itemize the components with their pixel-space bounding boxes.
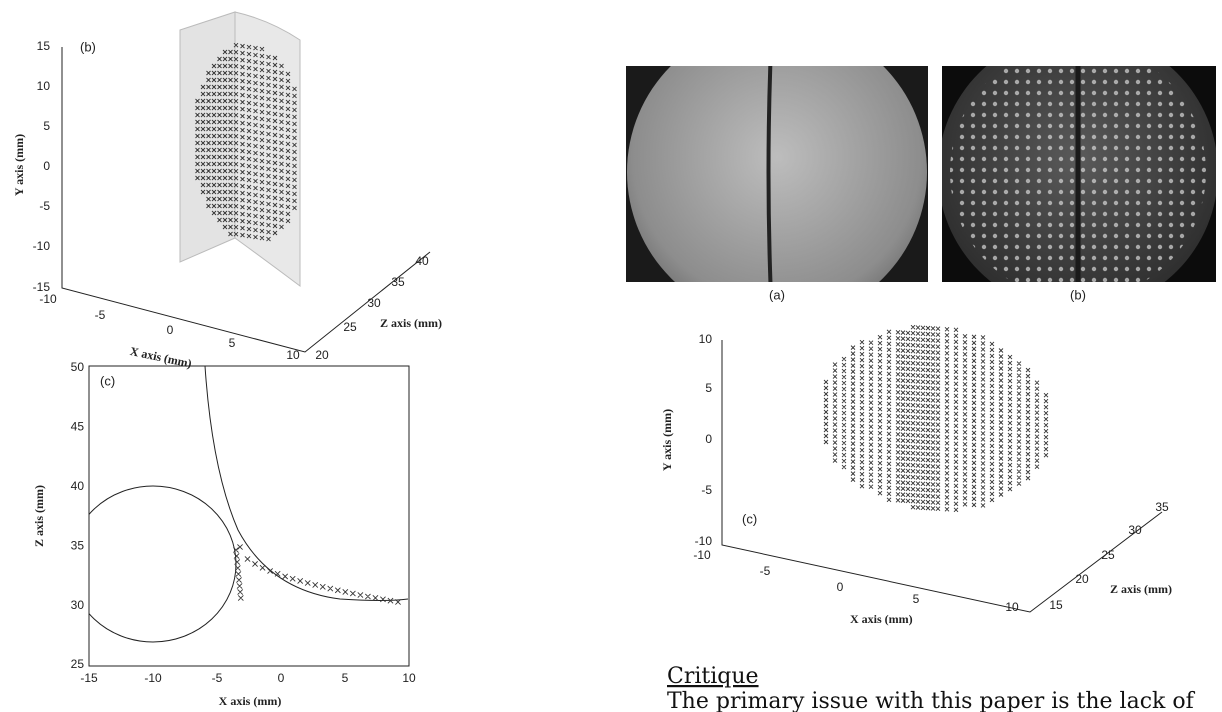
- photos: (a) (b): [626, 66, 1216, 302]
- tick-label: 5: [705, 381, 712, 395]
- paragraph: The primary issue with this paper is the…: [667, 689, 1196, 712]
- tick-label: 25: [343, 320, 357, 334]
- tick-label: 10: [1005, 600, 1019, 614]
- tick-label: 5: [342, 671, 349, 685]
- tick-label: -15: [80, 671, 98, 685]
- axis-label: Z axis (mm): [380, 316, 442, 330]
- tick-label: 15: [1049, 598, 1063, 612]
- points: [195, 42, 297, 242]
- photo-label: (a): [769, 287, 785, 302]
- frame: [88, 365, 410, 667]
- tick-label: 25: [71, 657, 85, 671]
- tick-label: -10: [39, 292, 57, 306]
- tick-label: 20: [315, 348, 329, 362]
- tick-label: 20: [1075, 572, 1089, 586]
- tick-label: 10: [402, 671, 416, 685]
- panel-label: (b): [80, 39, 96, 54]
- tick-label: -10: [33, 239, 51, 253]
- tick-label: 5: [229, 336, 236, 350]
- axis-label: X axis (mm): [850, 612, 913, 626]
- photo-label: (b): [1070, 287, 1086, 302]
- tick-label: 35: [391, 275, 405, 289]
- axis-label: Z axis (mm): [1110, 582, 1172, 596]
- tick-label: 0: [43, 159, 50, 173]
- tick-label: -10: [144, 671, 162, 685]
- points: [823, 324, 1049, 513]
- axes: [721, 340, 1163, 613]
- tick-label: -10: [695, 534, 713, 548]
- tick-label: 30: [1128, 523, 1142, 537]
- tick-label: 30: [367, 296, 381, 310]
- tick-label: 35: [71, 538, 85, 552]
- axis-label: Y axis (mm): [660, 409, 674, 471]
- axis-label: X axis (mm): [129, 344, 193, 371]
- panel-label: (c): [100, 373, 115, 388]
- axis-label: Y axis (mm): [12, 134, 26, 196]
- tick-label: 15: [37, 39, 51, 53]
- axes: [61, 47, 431, 353]
- figure-left-c: (c) Z axis (mm) X axis (mm): [32, 365, 410, 708]
- tick-label: 35: [1155, 500, 1169, 514]
- figure-left-b: (b) Y axis (mm) X axis (mm) Z axis (mm): [12, 11, 442, 371]
- tick-label: -5: [39, 199, 50, 213]
- tick-label: 10: [37, 79, 51, 93]
- curve: [204, 366, 409, 601]
- axis-label: Z axis (mm): [32, 485, 46, 547]
- panel-label: (c): [742, 511, 757, 526]
- tick-label: -10: [693, 548, 711, 562]
- section-heading: Critique: [667, 664, 759, 689]
- tick-label: 0: [837, 580, 844, 594]
- tick-label: 40: [71, 479, 85, 493]
- tick-label: 0: [278, 671, 285, 685]
- tick-label: 10: [699, 332, 713, 346]
- tick-label: 5: [43, 119, 50, 133]
- points: [233, 544, 401, 605]
- tick-label: 40: [415, 254, 429, 268]
- tick-label: 0: [705, 432, 712, 446]
- tick-label: -5: [760, 564, 771, 578]
- tick-label: -15: [33, 280, 51, 294]
- tick-label: 45: [71, 420, 85, 434]
- tick-label: 50: [71, 360, 85, 374]
- tick-label: -5: [701, 483, 712, 497]
- circle: [89, 485, 237, 643]
- axis-label: X axis (mm): [219, 694, 282, 708]
- figure-right-c: (c) Y axis (mm) X axis (mm) Z axis (mm): [660, 324, 1172, 626]
- tick-label: 5: [913, 592, 920, 606]
- tick-label: 30: [71, 598, 85, 612]
- tick-label: 10: [286, 348, 300, 362]
- tick-label: 0: [167, 323, 174, 337]
- tick-label: -5: [95, 308, 106, 322]
- tick-label: -5: [212, 671, 223, 685]
- tick-label: 25: [1101, 548, 1115, 562]
